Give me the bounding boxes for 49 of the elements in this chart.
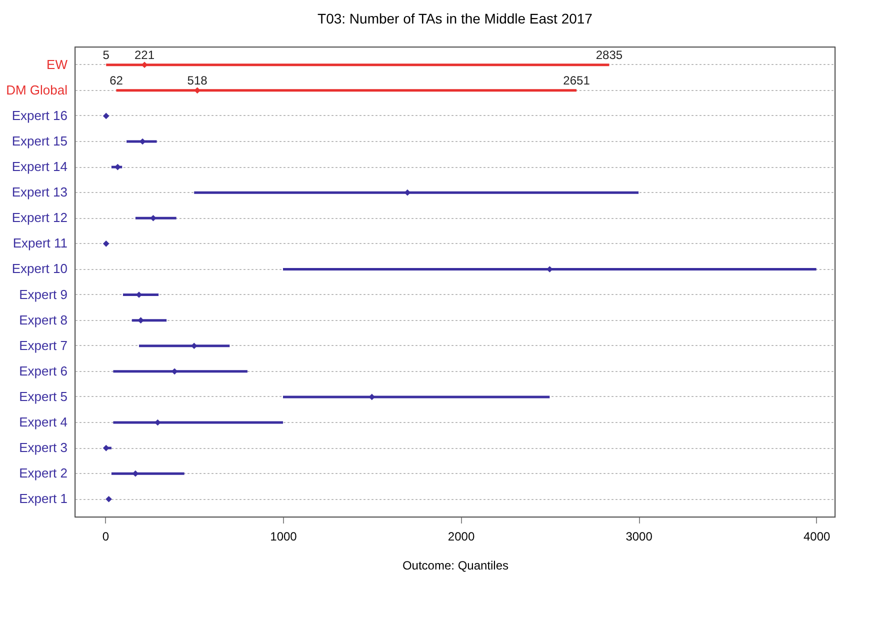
annotation: 5 [102, 48, 110, 62]
y-tick-label: DM Global [6, 82, 68, 98]
point [141, 62, 148, 68]
annotation: 518 [187, 73, 208, 88]
chart-title: T03: Number of TAs in the Middle East 2017 [318, 10, 593, 26]
bar [194, 191, 639, 194]
x-axis-title: Outcome: Quantiles [402, 558, 509, 572]
point [102, 240, 110, 247]
y-tick-label: Expert 16 [12, 108, 68, 123]
point [102, 112, 110, 120]
point [102, 444, 110, 452]
point [194, 87, 200, 94]
bar [111, 472, 184, 475]
point [106, 496, 112, 502]
y-tick-label: Expert 10 [12, 261, 68, 276]
bar [283, 268, 816, 270]
point [114, 164, 121, 170]
y-tick-label: Expert 3 [19, 440, 68, 456]
y-tick-label: Expert 1 [19, 491, 68, 506]
bar [116, 89, 577, 92]
bar [106, 64, 610, 66]
annotation: 2651 [563, 73, 590, 88]
y-tick-label: Expert 9 [19, 286, 68, 302]
y-tick-label: Expert 11 [12, 236, 68, 251]
bar [113, 421, 283, 424]
annotation: 2835 [596, 48, 623, 62]
y-tick-label: Expert 12 [12, 210, 68, 226]
x-tick-label: 3000 [626, 530, 653, 544]
annotation: 221 [134, 48, 155, 62]
x-tick-label: 0 [102, 530, 110, 544]
y-tick-label: EW [46, 56, 68, 72]
y-tick-label: Expert 13 [12, 184, 68, 200]
y-tick-label: Expert 2 [19, 466, 68, 481]
x-tick-label: 2000 [448, 530, 475, 544]
bar [139, 344, 230, 348]
annotation: 62 [110, 73, 124, 88]
y-tick-label: Expert 4 [19, 414, 68, 430]
x-tick-label: 1000 [270, 530, 298, 544]
bar [283, 396, 550, 398]
y-tick-label: Expert 15 [12, 134, 68, 149]
y-tick-label: Expert 14 [12, 159, 68, 174]
y-tick-label: Expert 6 [19, 363, 68, 378]
bar [113, 370, 248, 373]
y-tick-label: Expert 5 [19, 388, 68, 404]
point [150, 214, 156, 222]
y-tick-label: Expert 7 [19, 338, 68, 353]
point [154, 419, 161, 426]
x-tick-label: 4000 [803, 530, 831, 544]
y-tick-label: Expert 8 [19, 312, 68, 328]
